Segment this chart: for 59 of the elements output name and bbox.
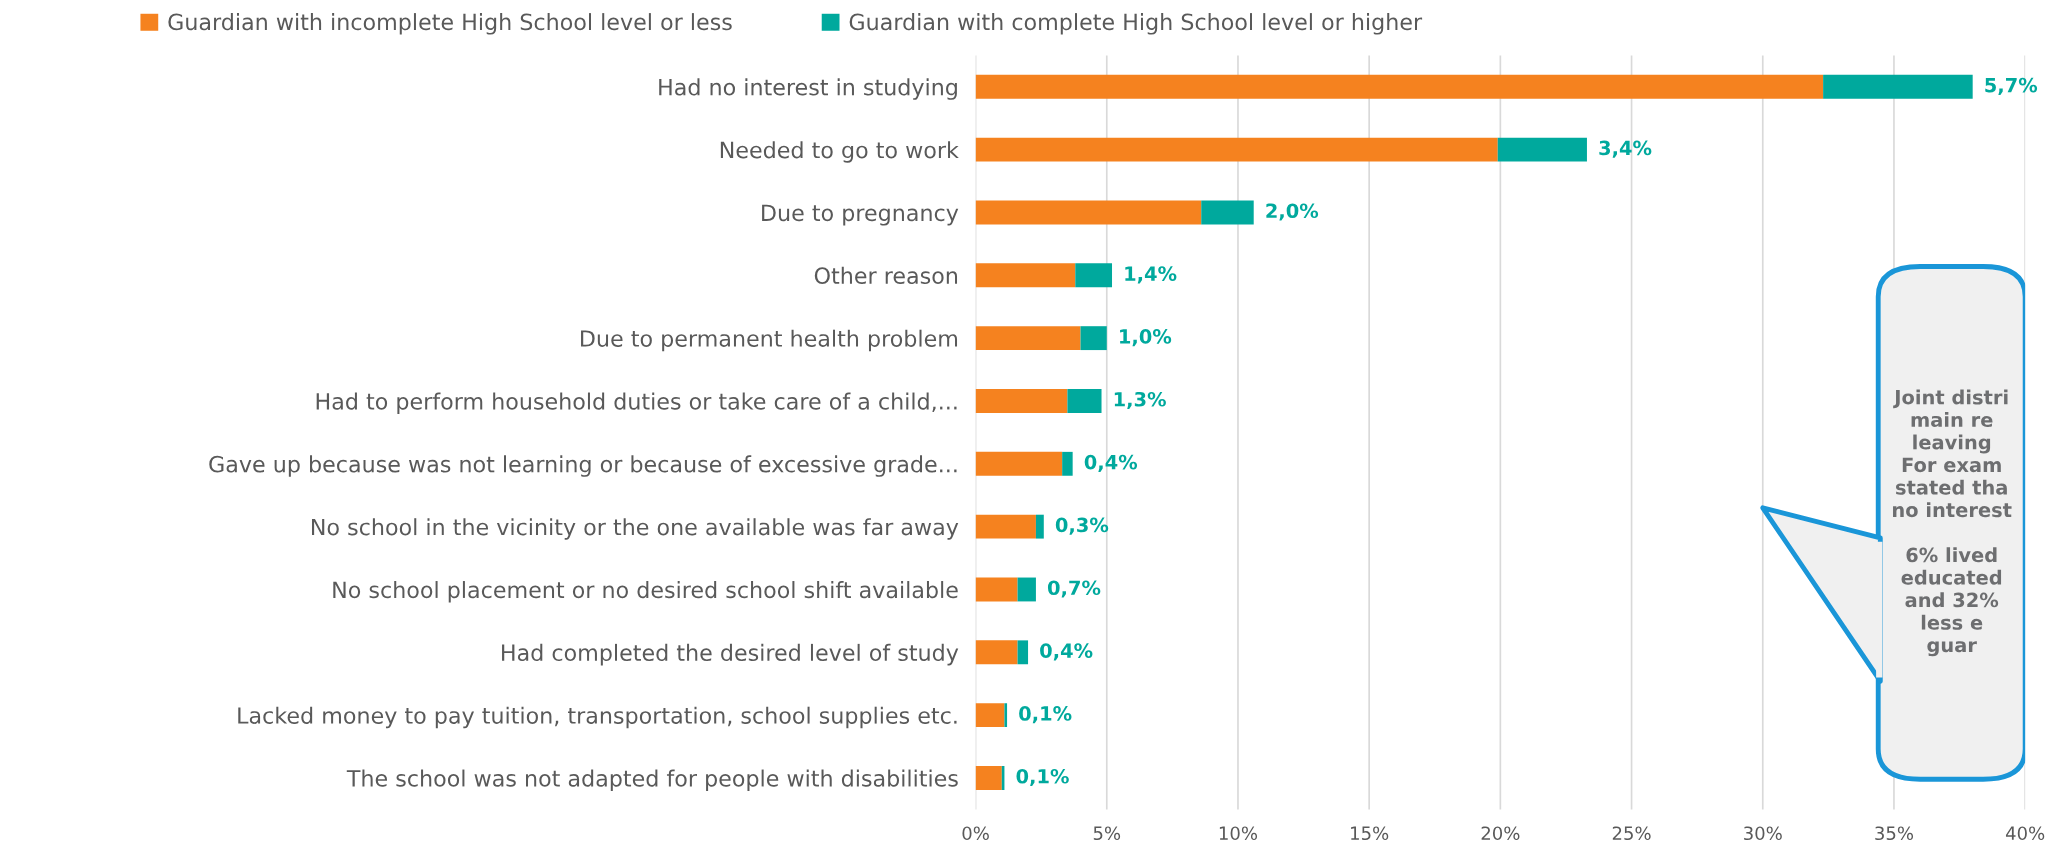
data-label: 0,1% xyxy=(1019,706,1072,724)
bar xyxy=(1062,451,1073,476)
y-tick-label: Had no interest in studying xyxy=(659,78,957,100)
bar xyxy=(1075,263,1113,288)
text: Joint distri main re leaving For exam stated tha no interest 6% lived educated and 32% less e guar xyxy=(1893,389,2012,657)
data-label: 0,4% xyxy=(1084,454,1138,472)
bar xyxy=(975,74,1824,99)
y-tick-label: The school was not adapted for people with disabilities xyxy=(346,769,958,792)
bar xyxy=(1080,326,1107,351)
bar xyxy=(975,640,1018,665)
y-tick-label: Due to permanent health problem xyxy=(581,329,958,352)
x-tick-label: 35% xyxy=(1875,826,1914,841)
y-tick-label: Needed to go to work xyxy=(720,141,959,163)
y-tick-label: Had completed the desired level of study xyxy=(502,643,959,666)
legend-label: Guardian with incomplete High School level or less xyxy=(168,13,732,35)
x-tick-label: 30% xyxy=(1744,826,1782,841)
x-tick-label: 0% xyxy=(962,826,989,841)
bar xyxy=(1201,200,1254,225)
legend-label: Guardian with complete High School level or higher xyxy=(849,13,1423,35)
y-tick-label: Had to perform household duties or take care of a child,... xyxy=(316,392,957,415)
bar xyxy=(975,514,1036,539)
bar xyxy=(1823,74,1973,99)
x-tick-label: 10% xyxy=(1219,826,1258,841)
bar xyxy=(975,766,1002,790)
data-label: 0,4% xyxy=(1040,643,1093,661)
data-label: 5,7% xyxy=(1985,77,2038,95)
bar xyxy=(1497,137,1587,162)
bar xyxy=(975,263,1076,288)
bar xyxy=(975,451,1063,476)
data-label: 3,4% xyxy=(1599,140,1652,158)
x-tick-label: 25% xyxy=(1612,826,1651,841)
bar xyxy=(1004,703,1008,728)
bar xyxy=(975,577,1018,602)
data-label: 0,7% xyxy=(1047,580,1101,598)
y-tick-label: Lacked money to pay tuition, transportation, school supplies etc. xyxy=(238,706,957,729)
bar xyxy=(975,703,1005,728)
bar xyxy=(1035,514,1044,539)
bar xyxy=(1067,389,1102,413)
bar xyxy=(1017,640,1029,665)
data-label: 2,0% xyxy=(1266,203,1319,221)
x-tick-label: 5% xyxy=(1093,826,1121,841)
data-label: 1,4% xyxy=(1125,266,1177,284)
y-tick-label: Due to pregnancy xyxy=(762,204,959,226)
y-tick-label: No school in the vicinity or the one available was far away xyxy=(311,518,959,540)
x-tick-label: 40% xyxy=(2005,826,2045,841)
data-label: 0,3% xyxy=(1055,517,1109,535)
x-tick-label: 20% xyxy=(1481,826,1520,841)
bar xyxy=(975,200,1202,225)
y-tick-label: No school placement or no desired school shift available xyxy=(333,581,958,603)
bar xyxy=(975,326,1081,351)
bar xyxy=(975,137,1498,162)
x-tick-label: 15% xyxy=(1351,826,1389,841)
bar xyxy=(1017,577,1036,602)
bar xyxy=(975,389,1068,413)
y-tick-label: Gave up because was not learning or because of excessive grade... xyxy=(209,455,957,477)
y-tick-label: Other reason xyxy=(814,266,958,285)
data-label: 1,3% xyxy=(1114,391,1166,410)
data-label: 0,1% xyxy=(1016,768,1069,787)
data-label: 1,0% xyxy=(1120,329,1172,347)
